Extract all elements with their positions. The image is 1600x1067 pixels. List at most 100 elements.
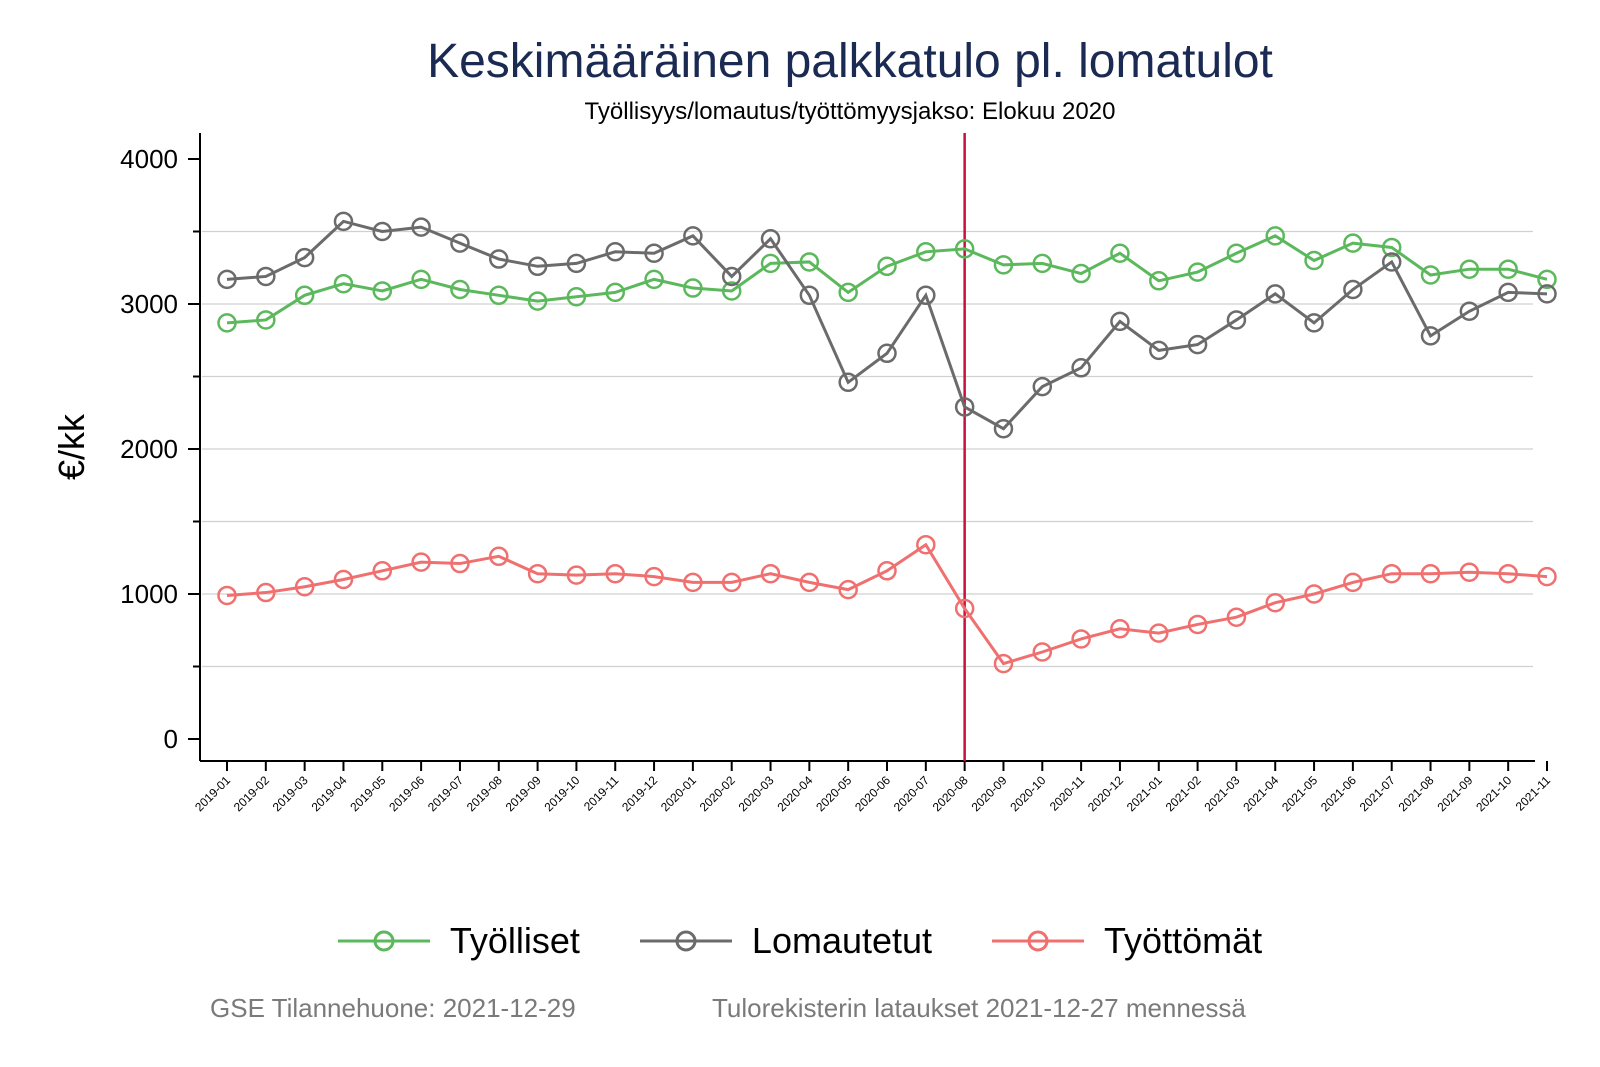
x-tick-label-2019-07: 2019-07 xyxy=(425,773,466,814)
point-tyottomat-2020-03 xyxy=(760,563,781,584)
footer-source: GSE Tilannehuone: 2021-12-29 xyxy=(210,993,576,1023)
point-tyolliset-2021-02 xyxy=(1187,262,1208,282)
point-tyolliset-2020-07 xyxy=(916,242,936,262)
point-tyolliset-2020-11 xyxy=(1071,263,1091,284)
point-tyottomat-2020-02 xyxy=(721,572,742,593)
point-lomautetut-2021-10 xyxy=(1498,282,1518,303)
point-lomautetut-2020-12 xyxy=(1110,311,1130,332)
point-tyottomat-2021-06 xyxy=(1343,572,1363,593)
point-lomautetut-2020-08 xyxy=(954,397,975,417)
point-tyottomat-2019-07 xyxy=(450,553,470,574)
point-tyottomat-2021-07 xyxy=(1381,563,1402,584)
x-tick-label-2020-11: 2020-11 xyxy=(1047,773,1088,814)
y-tick-label-3000: 3000 xyxy=(120,289,178,319)
x-tick-label-2020-04: 2020-04 xyxy=(774,773,815,814)
x-tick-label-2019-08: 2019-08 xyxy=(464,773,505,814)
legend-item-tyolliset: Työlliset xyxy=(337,920,580,962)
point-lomautetut-2021-04 xyxy=(1265,284,1285,304)
x-tick-label-2019-10: 2019-10 xyxy=(541,773,582,814)
point-lomautetut-2020-05 xyxy=(838,372,858,393)
point-tyottomat-2019-01 xyxy=(217,585,237,606)
point-tyolliset-2019-03 xyxy=(294,285,315,306)
x-tick-label-2021-06: 2021-06 xyxy=(1318,773,1359,814)
point-tyottomat-2020-08 xyxy=(954,598,975,619)
point-tyottomat-2021-09 xyxy=(1459,562,1480,582)
legend-swatch-tyottomat xyxy=(992,930,1085,952)
point-lomautetut-2020-07 xyxy=(916,285,936,306)
point-tyolliset-2021-08 xyxy=(1420,265,1441,285)
x-tick-label-2020-06: 2020-06 xyxy=(852,773,893,814)
point-tyottomat-2021-04 xyxy=(1265,592,1285,613)
point-tyolliset-2021-05 xyxy=(1304,250,1324,271)
point-lomautetut-2021-09 xyxy=(1459,301,1480,321)
point-tyolliset-2020-05 xyxy=(838,282,858,303)
point-lomautetut-2021-01 xyxy=(1149,340,1169,361)
x-tick-label-2020-08: 2020-08 xyxy=(930,773,971,814)
point-lomautetut-2021-03 xyxy=(1226,310,1247,330)
x-tick-label-2019-05: 2019-05 xyxy=(347,773,388,814)
point-tyottomat-2021-01 xyxy=(1149,623,1169,643)
point-lomautetut-2020-11 xyxy=(1071,358,1091,378)
x-tick-label-2020-02: 2020-02 xyxy=(697,773,738,814)
point-lomautetut-2020-06 xyxy=(877,343,897,364)
legend-swatch-lomautetut xyxy=(639,930,732,952)
y-tick-label-0: 0 xyxy=(164,724,178,754)
point-tyolliset-2021-06 xyxy=(1343,233,1363,253)
point-tyottomat-2019-11 xyxy=(605,563,625,584)
point-tyolliset-2021-09 xyxy=(1459,259,1480,279)
point-tyolliset-2021-03 xyxy=(1226,243,1247,263)
legend: Työlliset Lomautetut Työttömät xyxy=(0,920,1600,962)
point-lomautetut-2021-11 xyxy=(1537,284,1557,304)
point-lomautetut-2019-03 xyxy=(294,247,315,268)
point-tyolliset-2020-12 xyxy=(1110,243,1130,263)
point-lomautetut-2021-07 xyxy=(1381,252,1402,272)
x-tick-label-2019-09: 2019-09 xyxy=(503,773,544,814)
x-tick-label-2021-09: 2021-09 xyxy=(1434,773,1475,814)
x-tick-label-2020-01: 2020-01 xyxy=(658,773,699,814)
point-tyolliset-2020-01 xyxy=(683,278,703,298)
x-tick-label-2020-05: 2020-05 xyxy=(813,773,854,814)
point-tyottomat-2020-04 xyxy=(799,572,820,593)
point-tyolliset-2020-03 xyxy=(760,253,781,274)
point-lomautetut-2021-08 xyxy=(1420,326,1441,346)
y-tick-label-2000: 2000 xyxy=(120,434,178,464)
legend-label-lomautetut: Lomautetut xyxy=(751,920,933,961)
point-tyolliset-2019-02 xyxy=(256,310,276,330)
point-tyolliset-2019-08 xyxy=(489,285,509,306)
point-tyolliset-2020-06 xyxy=(877,256,897,277)
x-tick-label-2021-08: 2021-08 xyxy=(1396,773,1437,814)
x-tick-label-2020-03: 2020-03 xyxy=(736,773,777,814)
point-tyolliset-2019-07 xyxy=(450,279,470,300)
footer-data-note: Tulorekisterin lataukset 2021-12-27 menn… xyxy=(712,993,1246,1023)
series-line-tyottomat xyxy=(226,542,1548,666)
point-tyolliset-2019-11 xyxy=(605,282,625,303)
legend-label-tyottomat: Työttömät xyxy=(1104,920,1263,961)
point-tyottomat-2021-05 xyxy=(1304,584,1324,604)
x-tick-label-2021-04: 2021-04 xyxy=(1240,773,1281,814)
x-tick-label-2019-12: 2019-12 xyxy=(619,773,660,814)
point-tyolliset-2020-10 xyxy=(1032,253,1053,274)
point-lomautetut-2020-01 xyxy=(683,226,703,246)
x-tick-label-2021-03: 2021-03 xyxy=(1201,773,1242,814)
point-tyolliset-2021-10 xyxy=(1498,259,1518,279)
legend-swatch-tyolliset xyxy=(337,930,430,952)
x-tick-label-2019-04: 2019-04 xyxy=(309,773,350,814)
point-tyottomat-2019-12 xyxy=(644,566,664,587)
point-tyottomat-2021-10 xyxy=(1498,563,1518,584)
x-tick-label-2021-11: 2021-11 xyxy=(1513,773,1554,814)
point-tyottomat-2020-10 xyxy=(1032,642,1053,662)
point-tyolliset-2020-02 xyxy=(721,281,742,301)
point-lomautetut-2021-05 xyxy=(1304,313,1324,333)
point-lomautetut-2019-05 xyxy=(372,221,393,242)
point-tyottomat-2021-02 xyxy=(1187,614,1208,635)
point-tyolliset-2021-01 xyxy=(1149,271,1169,291)
point-tyolliset-2019-12 xyxy=(644,269,664,290)
point-lomautetut-2020-10 xyxy=(1032,376,1053,397)
chart-title: Keskimääräinen palkkatulo pl. lomatulot xyxy=(427,35,1273,88)
x-tick-label-2020-07: 2020-07 xyxy=(891,773,932,814)
point-tyolliset-2019-01 xyxy=(217,313,237,333)
point-lomautetut-2019-01 xyxy=(217,269,237,290)
x-tick-label-2021-05: 2021-05 xyxy=(1279,773,1320,814)
x-tick-label-2021-10: 2021-10 xyxy=(1473,773,1514,814)
x-tick-label-2019-03: 2019-03 xyxy=(270,773,311,814)
